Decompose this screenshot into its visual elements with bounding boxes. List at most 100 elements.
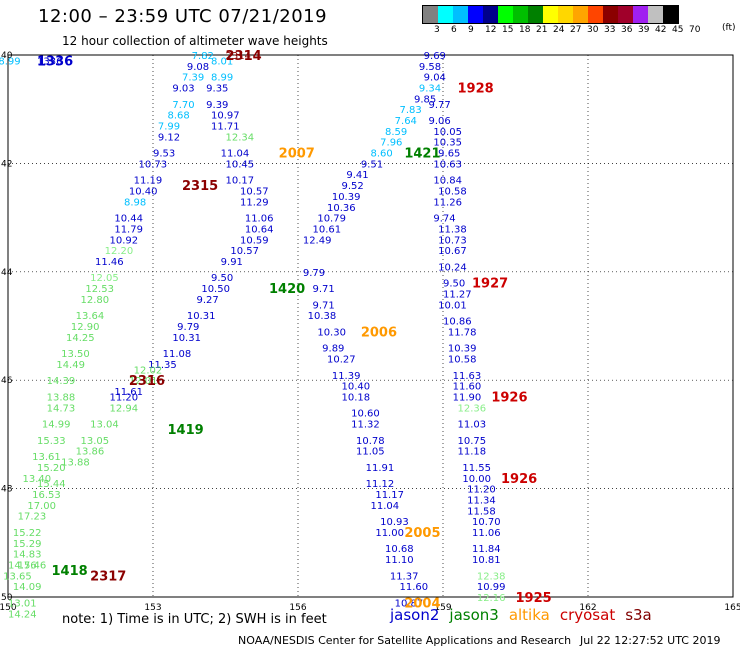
wave-height-value: 12.01 [129, 376, 158, 387]
scale-label: 70 [689, 25, 701, 35]
scale-label: 12 [485, 25, 497, 35]
wave-height-value: 9.41 [346, 170, 368, 181]
wave-height-value: 11.00 [375, 528, 404, 539]
wave-height-value: 10.67 [438, 246, 467, 257]
wave-height-value: 10.40 [129, 187, 158, 198]
wave-height-value: 9.27 [197, 295, 219, 306]
wave-height-value: 12.90 [71, 322, 100, 333]
scale-swatch [453, 6, 468, 23]
scale-swatch [438, 6, 453, 23]
scale-swatch [513, 6, 528, 23]
wave-height-value: 7.96 [380, 138, 402, 149]
wave-height-value: 17.23 [18, 512, 47, 523]
pass-time-label: 2007 [279, 147, 315, 162]
scale-swatch [663, 6, 678, 23]
wave-height-value: 9.79 [303, 268, 325, 279]
wave-height-value: 7.39 [182, 73, 204, 84]
pass-time-label: 2314 [226, 49, 262, 64]
wave-height-value: 10.93 [380, 517, 409, 528]
wave-height-value: 11.34 [467, 495, 496, 506]
wave-height-value: 10.00 [462, 474, 491, 485]
wave-height-value: 9.50 [211, 273, 233, 284]
wave-height-value: 9.06 [429, 116, 451, 127]
wave-height-value: 9.85 [414, 94, 436, 105]
legend-cryosat: cryosat [559, 606, 616, 624]
wave-height-value: 10.50 [201, 284, 230, 295]
scale-label: 24 [553, 25, 565, 35]
wave-height-value: 9.65 [438, 149, 460, 160]
y-tick-label: 40 [1, 51, 13, 61]
wave-height-value: 12.38 [477, 571, 506, 582]
wave-height-value: 10.35 [433, 138, 462, 149]
scale-swatch [573, 6, 588, 23]
footer-date: Jul 22 12:27:52 UTC 2019 [580, 634, 721, 647]
wave-height-value: 13.88 [47, 392, 76, 403]
wave-height-value: 8.98 [124, 197, 146, 208]
wave-height-value: 9.50 [443, 279, 465, 290]
scale-label: 18 [519, 25, 531, 35]
x-tick-label: 162 [579, 603, 596, 613]
wave-height-value: 11.08 [163, 349, 192, 360]
wave-height-value: 9.79 [177, 322, 199, 333]
wave-height-value: 11.06 [245, 214, 274, 225]
wave-height-value: 10.60 [351, 409, 380, 420]
wave-height-value: 15.46 [18, 560, 47, 571]
wave-height-value: 11.61 [114, 387, 143, 398]
wave-height-value: 10.57 [230, 246, 259, 257]
wave-height-value: 9.51 [361, 159, 383, 170]
wave-height-value: 7.70 [172, 100, 194, 111]
wave-height-value: 14.99 [42, 420, 71, 431]
scale-swatch [633, 6, 648, 23]
wave-height-value: 10.84 [433, 176, 462, 187]
wave-height-value: 8.99 [211, 73, 233, 84]
pass-time-label: 1928 [458, 82, 494, 97]
pass-time-label: 1419 [168, 423, 204, 438]
wave-height-value: 13.50 [61, 349, 90, 360]
wave-height-value: 13.01 [8, 598, 37, 609]
legend-jason3: jason3 [449, 606, 499, 624]
wave-height-value: 10.39 [332, 192, 361, 203]
wave-height-value: 9.03 [172, 84, 194, 95]
wave-height-value: 12.49 [303, 235, 332, 246]
wave-height-value: 10.24 [438, 262, 467, 273]
pass-time-label: 2317 [90, 569, 126, 584]
wave-height-value: 11.55 [462, 463, 491, 474]
wave-height-value: 10.31 [187, 311, 216, 322]
wave-height-value: 11.20 [467, 485, 496, 496]
wave-height-value: 11.78 [448, 327, 477, 338]
pass-time-label: 1925 [516, 591, 552, 606]
wave-height-value: 7.83 [400, 105, 422, 116]
scale-swatch [468, 6, 483, 23]
wave-height-value: 11.12 [366, 479, 395, 490]
pass-time-label: 1926 [491, 390, 527, 405]
wave-height-value: 10.44 [114, 214, 143, 225]
wave-height-value: 10.58 [448, 355, 477, 366]
wave-height-value: 8.59 [385, 127, 407, 138]
wave-height-value: 14.25 [66, 333, 95, 344]
wave-height-value: 12.53 [85, 284, 114, 295]
wave-height-value: 9.52 [342, 181, 364, 192]
wave-height-value: 13.65 [3, 571, 32, 582]
wave-height-value: 13.04 [90, 420, 119, 431]
scale-swatch [603, 6, 618, 23]
legend-jason2: jason2 [390, 606, 440, 624]
wave-height-value: 10.70 [472, 517, 501, 528]
wave-height-value: 10.92 [110, 235, 139, 246]
wave-height-value: 10.31 [172, 333, 201, 344]
wave-height-value: 13.05 [81, 436, 110, 447]
wave-height-value: 14.76 [8, 560, 37, 571]
scale-label: 33 [604, 25, 616, 35]
wave-height-value: 1336 [37, 56, 62, 67]
scale-swatch [588, 6, 603, 23]
pass-time-label: 2004 [404, 596, 440, 611]
wave-height-value: 10.75 [458, 436, 487, 447]
wave-height-value: 10.81 [472, 555, 501, 566]
wave-height-value: 11.27 [443, 289, 472, 300]
wave-height-value: 17.00 [27, 501, 56, 512]
scale-label: 9 [468, 25, 474, 35]
wave-height-value: 8.99 [0, 56, 21, 67]
wave-height-value: 10.39 [448, 344, 477, 355]
wave-height-value: 8.60 [371, 149, 393, 160]
pass-time-label: 1418 [52, 564, 88, 579]
wave-height-value: 13.40 [23, 474, 52, 485]
